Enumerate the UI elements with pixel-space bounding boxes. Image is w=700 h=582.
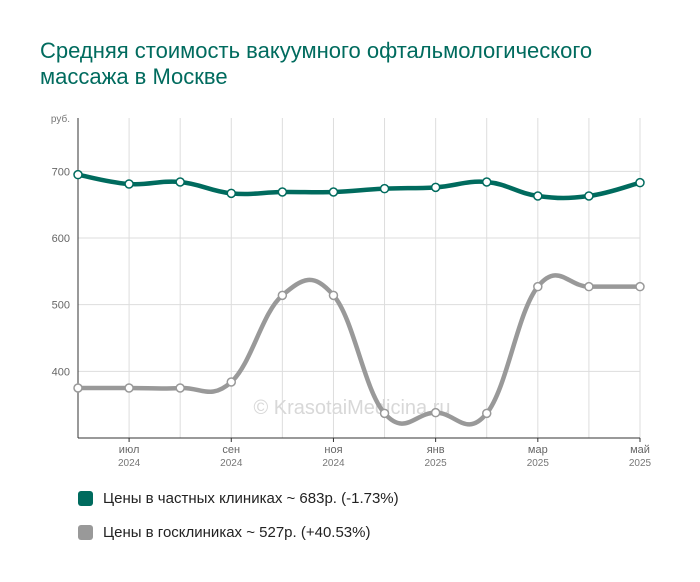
y-tick-label: 600: [52, 233, 70, 245]
data-point-private: [124, 179, 134, 189]
data-point-private: [533, 191, 543, 201]
data-point-public: [481, 408, 492, 419]
x-tick-label-month: май: [630, 444, 650, 456]
data-point-private: [430, 182, 441, 193]
x-tick-label-month: мар: [528, 444, 548, 456]
legend-swatch-public: [78, 525, 93, 540]
data-point-private: [73, 169, 83, 180]
x-tick-label-year: 2024: [118, 458, 141, 469]
data-point-public: [584, 281, 594, 292]
x-tick-label-year: 2025: [527, 458, 550, 469]
data-point-public: [533, 281, 543, 292]
legend-swatch-private: [78, 491, 93, 506]
legend-item-public[interactable]: Цены в госклиниках ~ 527р. (+40.53%): [78, 524, 370, 541]
data-point-public: [124, 383, 134, 393]
y-tick-label: 400: [52, 366, 70, 378]
chart-axes: [77, 118, 641, 442]
x-tick-label-month: ноя: [324, 444, 342, 456]
series-line-private: [75, 172, 643, 201]
y-tick-label: 700: [52, 166, 70, 178]
legend-item-private[interactable]: Цены в частных клиниках ~ 683р. (-1.73%): [78, 490, 399, 507]
data-point-private: [277, 187, 288, 197]
x-tick-label-year: 2025: [629, 458, 652, 469]
data-point-private: [584, 191, 594, 201]
data-point-private: [635, 177, 645, 188]
chart-series: [73, 169, 645, 427]
data-point-public: [277, 290, 288, 301]
data-point-public: [635, 281, 645, 292]
chart-grid: [77, 118, 641, 438]
x-tick-label-year: 2024: [322, 458, 345, 469]
data-point-private: [175, 177, 185, 187]
chart-title: Средняя стоимость вакуумного офтальмолог…: [40, 38, 593, 89]
chart-ticks: 400 500 600 700 руб. июл 2024 сен 2024 ноя 2024 янв…: [51, 113, 652, 469]
data-point-public: [226, 377, 237, 387]
y-tick-label: 500: [52, 300, 70, 312]
x-tick-label-month: сен: [222, 444, 240, 456]
data-point-private: [379, 183, 390, 194]
data-point-public: [379, 408, 390, 419]
data-point-public: [175, 383, 185, 393]
watermark: © KrasotaiMedicina.ru: [253, 397, 450, 419]
x-tick-label-month: июл: [119, 444, 140, 456]
y-axis-unit-label: руб.: [51, 113, 70, 125]
legend-label-private: Цены в частных клиниках ~ 683р. (-1.73%): [103, 490, 399, 507]
data-point-public: [73, 383, 83, 393]
x-tick-label-year: 2024: [220, 458, 243, 469]
data-point-public: [430, 407, 441, 418]
x-tick-label-month: янв: [427, 444, 445, 456]
data-point-public: [328, 290, 339, 301]
data-point-private: [226, 188, 237, 199]
x-tick-label-year: 2025: [425, 458, 448, 469]
data-point-private: [481, 177, 492, 187]
data-point-private: [328, 187, 339, 197]
legend-label-public: Цены в госклиниках ~ 527р. (+40.53%): [103, 524, 371, 541]
